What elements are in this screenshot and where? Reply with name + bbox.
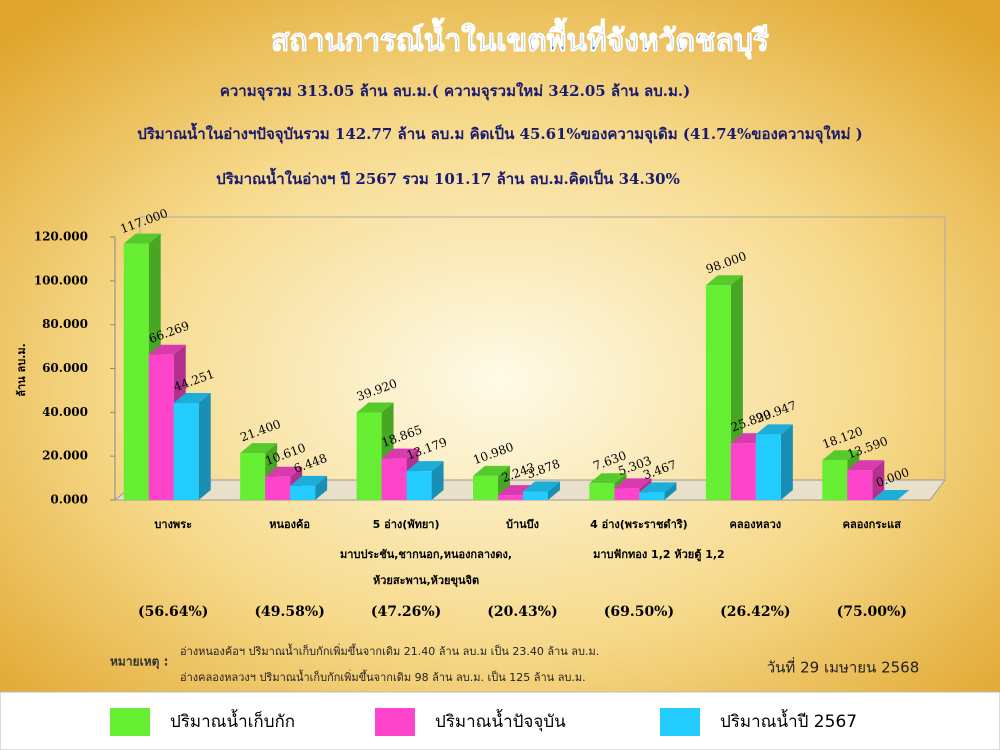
x-tick-detail: มาบฟักทอง 1,2 ห้วยตู้ 1,2 (593, 548, 725, 562)
bar-top (290, 475, 328, 486)
x-tick-label: บ้านบึง (506, 518, 539, 531)
bar-side (780, 424, 793, 500)
bar-side (431, 461, 444, 500)
bar (265, 476, 291, 500)
bar-top (123, 233, 161, 244)
y-tick-label: 0.000 (50, 493, 88, 507)
subtitle: ความจุรวม 313.05 ล้าน ลบ.ม.( ความจุรวมให… (220, 82, 690, 101)
x-tick-label: หนองค้อ (269, 518, 310, 531)
bar-top (589, 473, 627, 484)
bar (614, 488, 640, 500)
bar (123, 243, 149, 500)
bar (406, 471, 432, 500)
bar (381, 458, 407, 500)
bar-side (315, 475, 328, 500)
category-percent: (75.00%) (837, 604, 907, 620)
bar-top (614, 478, 652, 489)
bar (173, 403, 199, 500)
bar-top (148, 344, 186, 355)
y-tick-label: 40.000 (42, 405, 88, 419)
legend-label: ปริมาณน้ำเก็บกัก (170, 709, 295, 732)
bar-top (523, 481, 560, 492)
bar (639, 492, 665, 500)
category-percent: (69.50%) (604, 604, 674, 620)
x-tick-label: บางพระ (154, 518, 192, 531)
x-tick-label: 5 อ่าง(พัทยา) (373, 518, 440, 531)
bar-top (872, 490, 910, 500)
legend-swatch (110, 708, 150, 736)
legend-swatch (660, 708, 700, 736)
date: วันที่ 29 เมษายน 2568 (767, 657, 920, 677)
y-tick-label: 20.000 (42, 449, 88, 463)
bar (356, 412, 382, 500)
bar-top (356, 402, 394, 413)
bar-side (872, 460, 885, 500)
category-percent: (26.42%) (720, 604, 790, 620)
x-tick-label: คลองกระแส (843, 518, 902, 531)
bar-top (381, 448, 419, 459)
legend-swatch (375, 708, 415, 736)
bar-top (847, 460, 885, 471)
bar-top (705, 275, 743, 286)
y-tick-label: 80.000 (42, 317, 88, 331)
bar (822, 460, 848, 500)
y-tick-label: 120.000 (34, 230, 88, 244)
bar-top (240, 443, 278, 454)
bar (847, 470, 873, 500)
bar-top (265, 466, 303, 477)
legend-label: ปริมาณน้ำปัจจุบัน (435, 709, 566, 732)
x-tick-detail: ห้วยสะพาน,ห้วยขุนจิต (373, 574, 479, 588)
category-percent: (47.26%) (371, 604, 441, 620)
bar (240, 453, 266, 500)
legend-label: ปริมาณน้ำปี 2567 (720, 709, 857, 732)
bar (473, 475, 498, 500)
bar (148, 354, 174, 500)
category-percent: (56.64%) (138, 604, 208, 620)
bar (523, 491, 548, 500)
y-tick-label: 60.000 (42, 361, 88, 375)
bar (589, 483, 615, 500)
bar-top (406, 461, 444, 472)
notes-label: หมายเหตุ : (110, 655, 168, 670)
category-percent: (20.43%) (487, 604, 557, 620)
x-tick-detail: มาบประชัน,ชากนอก,หนองกลางดง, (340, 548, 512, 561)
legend-band (0, 691, 1000, 750)
bar (498, 495, 523, 500)
bar-top (473, 465, 510, 476)
x-tick-label: 4 อ่าง(พระราชดำริ) (590, 518, 688, 531)
bar-side (664, 482, 677, 500)
chart-title: สถานการณ์น้ำในเขตพื้นที่จังหวัดชลบุรี (271, 18, 769, 60)
bar (705, 285, 731, 500)
bar (755, 434, 781, 500)
subtitle: ปริมาณน้ำในอ่างฯ ปี 2567 รวม 101.17 ล้าน… (216, 167, 680, 188)
bar-top (755, 424, 793, 435)
bar-top (173, 393, 211, 404)
bar (290, 485, 316, 500)
x-tick-label: คลองหลวง (730, 518, 782, 531)
note: อ่างคลองหลวงฯ ปริมาณน้ำเก็บกักเพิ่มขึ้นจ… (180, 669, 586, 684)
bar-side (198, 393, 211, 500)
category-percent: (49.58%) (254, 604, 324, 620)
note: อ่างหนองค้อฯ ปริมาณน้ำเก็บกักเพิ่มขึ้นจา… (180, 643, 599, 658)
subtitle: ปริมาณน้ำในอ่างฯปัจจุบันรวม 142.77 ล้าน … (137, 122, 863, 144)
bar-top (639, 482, 677, 493)
y-axis-label: ล้าน ลบ.ม. (15, 343, 28, 397)
bar-top (822, 450, 860, 461)
bar-side (548, 481, 560, 500)
y-tick-label: 100.000 (34, 273, 88, 287)
bar (730, 443, 756, 500)
